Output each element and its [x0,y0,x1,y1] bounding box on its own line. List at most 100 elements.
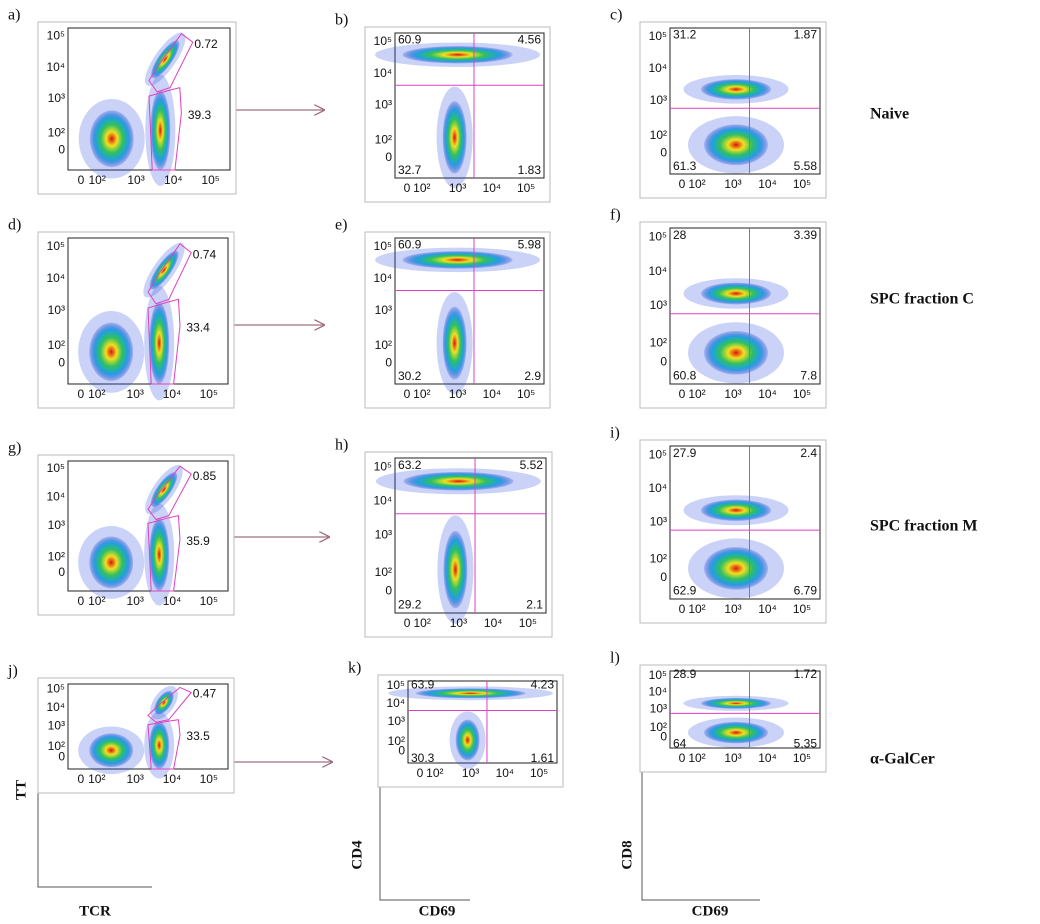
plot-area [669,445,821,600]
panel-frame [639,221,827,409]
x-tick-label: 10⁵ [200,772,218,786]
y-tick-label: 10² [375,565,392,579]
plot-area [67,460,229,592]
cell-density [701,282,771,305]
quadrant-value: 64 [673,736,687,750]
y-tick-label: 10² [48,338,65,352]
x-tick-label: 0 [404,616,411,630]
quadrant-value: 31.2 [673,27,697,41]
quadrant-value: 29.2 [398,597,422,611]
quadrant-value: 62.9 [673,584,697,598]
quadrant-value: 63.2 [398,458,422,472]
x-tick-label: 10³ [724,387,741,401]
x-tick-label: 10⁵ [530,766,548,780]
y-tick-label: 10⁵ [374,34,392,48]
quadrant-value: 1.72 [794,667,818,681]
x-tick-label: 10² [413,181,430,195]
x-tick-label: 10⁴ [483,387,502,401]
y-tick-label: 10² [48,739,65,753]
gate [148,32,194,93]
cell-density [89,110,134,168]
quadrant-value: 5.98 [518,237,542,251]
x-tick-label: 10⁴ [484,616,503,630]
y-tick-label: 10⁵ [649,447,667,461]
quadrant-value: 4.23 [531,677,555,691]
y-tick-label: 10⁵ [47,681,65,695]
x-tick-label: 10³ [449,181,466,195]
y-tick-label: 0 [58,749,65,763]
x-tick-label: 10² [88,594,105,608]
y-tick-label: 0 [58,356,65,370]
quadrant-value: 32.7 [398,163,422,177]
y-tick-label: 10³ [375,98,392,112]
cell-density [149,518,170,591]
panel-frame [37,677,235,794]
cell-density [150,90,171,170]
y-tick-label: 0 [660,146,667,160]
quadrant-value: 60.9 [398,237,422,251]
cell-density [402,46,513,64]
plot-area [67,237,229,385]
gate [147,514,181,592]
cell-density [89,322,134,382]
y-tick-label: 10³ [48,303,65,317]
gate-value: 0.72 [194,37,218,51]
axis-label: CD69 [419,903,456,919]
gate-value: 33.4 [186,321,210,335]
x-tick-label: 10⁵ [519,616,537,630]
y-tick-label: 0 [58,565,65,579]
x-tick-label: 10³ [127,594,144,608]
quadrant-value: 1.83 [518,163,542,177]
y-tick-label: 0 [58,142,65,156]
quadrant-value: 1.87 [794,27,818,41]
y-tick-label: 10⁵ [47,239,65,253]
y-tick-label: 10⁵ [47,29,65,43]
panel-letter: k) [348,660,361,677]
gate-value: 0.74 [193,248,217,262]
cell-density [701,697,771,709]
cell-density [403,471,514,491]
x-tick-label: 10³ [724,602,741,616]
quadrant-value: 30.2 [398,369,422,383]
x-tick-label: 10² [88,772,105,786]
panel-letter: f) [610,207,621,224]
y-tick-label: 10³ [650,298,667,312]
quadrant-value: 5.58 [794,159,818,173]
plot-area [669,670,821,749]
gate-value: 35.9 [186,534,210,548]
plot-area [394,457,547,614]
cell-density [89,733,134,768]
quadrant-value: 2.9 [524,369,541,383]
quadrant-value: 4.56 [518,32,542,46]
y-tick-label: 10³ [48,518,65,532]
x-tick-label: 10² [426,766,443,780]
y-tick-label: 10³ [388,714,405,728]
panel-letter: g) [8,440,21,457]
y-tick-label: 10³ [48,719,65,733]
y-tick-label: 10² [388,734,405,748]
plot-area [394,32,545,179]
row-label: SPC fraction M [870,518,978,535]
x-tick-label: 10³ [724,177,741,191]
x-tick-label: 10² [413,387,430,401]
y-tick-label: 10² [48,125,65,139]
x-tick-label: 10² [688,602,705,616]
x-tick-label: 10⁵ [200,387,218,401]
gate-value: 39.3 [188,108,212,122]
x-tick-label: 0 [679,602,686,616]
plot-area [669,227,821,385]
cell-density [149,302,170,384]
y-tick-label: 0 [660,729,667,743]
gate [147,298,181,385]
quadrant-value: 63.9 [411,677,435,691]
x-tick-label: 10⁵ [793,602,811,616]
cell-density [704,546,768,590]
cell-density [701,79,771,100]
y-tick-label: 10⁴ [648,264,667,278]
y-tick-label: 10³ [650,93,667,107]
cell-density [149,721,170,769]
quadrant-value: 28.9 [673,667,697,681]
